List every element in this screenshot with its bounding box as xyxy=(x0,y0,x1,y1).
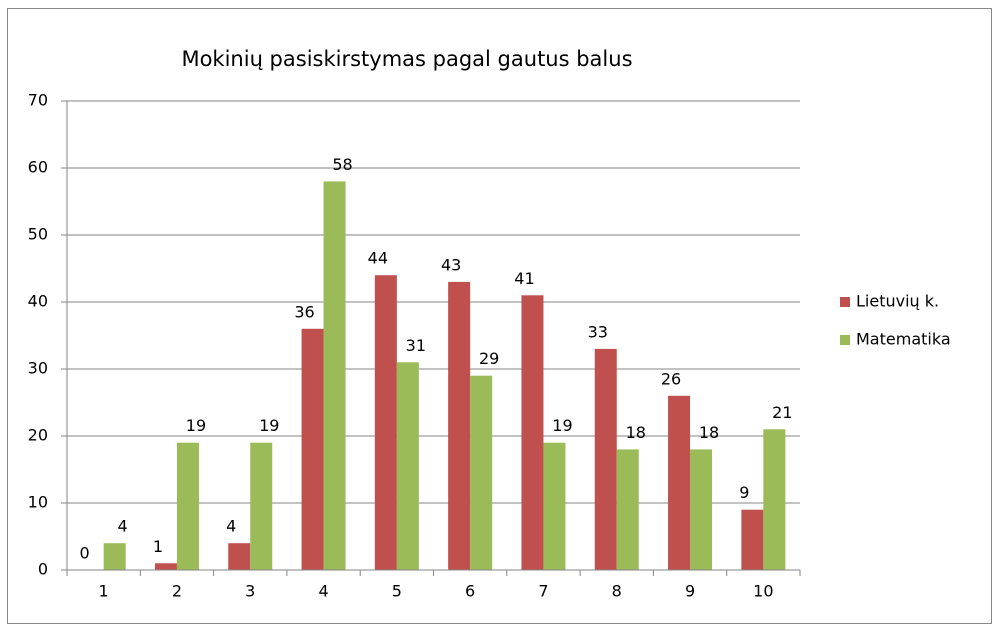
chart-title: Mokinių pasiskirstymas pagal gautus balu… xyxy=(181,47,632,71)
bar xyxy=(470,375,493,570)
bar xyxy=(154,563,177,570)
bar xyxy=(543,442,566,570)
y-tick-label: 0 xyxy=(38,560,48,579)
legend-label: Matematika xyxy=(856,330,951,349)
data-label: 19 xyxy=(186,416,206,435)
bar xyxy=(741,509,764,570)
bar xyxy=(668,395,691,570)
bar xyxy=(763,429,786,570)
bar xyxy=(301,328,324,570)
legend-label: Lietuvių k. xyxy=(856,292,939,311)
data-label: 58 xyxy=(332,155,352,174)
data-label: 4 xyxy=(226,517,236,536)
bar xyxy=(228,543,251,570)
bar xyxy=(594,348,617,570)
bar xyxy=(374,275,397,570)
y-tick-label: 10 xyxy=(28,493,48,512)
x-tick-label: 10 xyxy=(753,582,773,601)
data-label: 36 xyxy=(294,302,314,321)
bar xyxy=(323,181,346,570)
data-label: 1 xyxy=(153,537,163,556)
y-tick-label: 70 xyxy=(28,91,48,110)
bar xyxy=(103,543,126,570)
x-tick-label: 4 xyxy=(318,582,328,601)
x-tick-label: 5 xyxy=(392,582,402,601)
legend-swatch xyxy=(840,335,850,345)
chart-frame xyxy=(7,8,992,624)
data-label: 18 xyxy=(626,423,646,442)
data-label: 0 xyxy=(80,544,90,563)
data-label: 44 xyxy=(368,249,388,268)
x-tick-label: 6 xyxy=(465,582,475,601)
data-label: 43 xyxy=(441,255,461,274)
y-tick-label: 40 xyxy=(28,292,48,311)
data-label: 41 xyxy=(514,269,534,288)
x-tick-label: 2 xyxy=(172,582,182,601)
data-label: 26 xyxy=(661,369,681,388)
data-label: 33 xyxy=(588,322,608,341)
x-tick-label: 7 xyxy=(538,582,548,601)
data-label: 18 xyxy=(699,423,719,442)
bar xyxy=(521,295,544,570)
x-tick-label: 3 xyxy=(245,582,255,601)
y-tick-label: 50 xyxy=(28,225,48,244)
y-tick-label: 20 xyxy=(28,426,48,445)
y-tick-label: 60 xyxy=(28,158,48,177)
data-label: 19 xyxy=(552,416,572,435)
data-label: 19 xyxy=(259,416,279,435)
x-tick-label: 9 xyxy=(685,582,695,601)
x-tick-label: 1 xyxy=(99,582,109,601)
data-label: 4 xyxy=(118,517,128,536)
x-tick-label: 8 xyxy=(612,582,622,601)
y-tick-label: 30 xyxy=(28,359,48,378)
bar xyxy=(176,442,199,570)
data-label: 31 xyxy=(406,336,426,355)
bar xyxy=(396,362,419,570)
legend-swatch xyxy=(840,297,850,307)
bar xyxy=(616,449,639,570)
data-label: 9 xyxy=(739,483,749,502)
data-label: 21 xyxy=(772,403,792,422)
data-label: 29 xyxy=(479,349,499,368)
bar xyxy=(448,281,471,570)
bar xyxy=(250,442,273,570)
bar xyxy=(690,449,713,570)
